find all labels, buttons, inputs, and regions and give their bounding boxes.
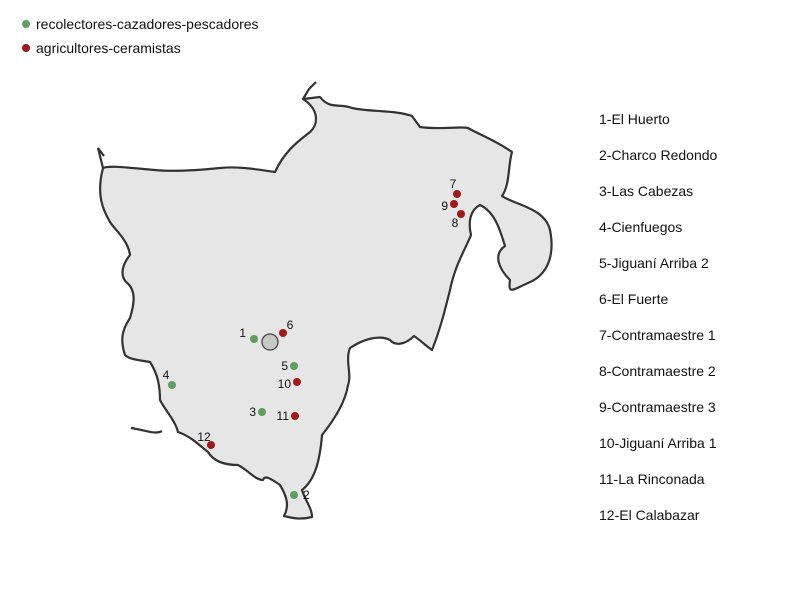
legend-item-hunter-gatherer: recolectores-cazadores-pescadores: [22, 12, 259, 36]
site-label-3: 3: [249, 405, 256, 419]
site-list-item-12: 12-El Calabazar: [599, 507, 700, 523]
site-list-item-7: 7-Contramaestre 1: [599, 327, 716, 343]
site-label-7: 7: [450, 177, 457, 191]
site-list-item-1: 1-El Huerto: [599, 111, 670, 127]
site-list-item-8: 8-Contramaestre 2: [599, 363, 716, 379]
site-marker-2: [290, 491, 298, 499]
site-marker-8: [457, 210, 465, 218]
site-marker-1: [250, 335, 258, 343]
city-marker: [261, 333, 279, 351]
map-legend: recolectores-cazadores-pescadores agricu…: [22, 12, 259, 60]
legend-label-agro-ceramic: agricultores-ceramistas: [36, 40, 181, 56]
site-marker-12: [207, 441, 215, 449]
site-marker-6: [279, 329, 287, 337]
site-list-item-10: 10-Jiguaní Arriba 1: [599, 435, 717, 451]
site-name-list: 1-El Huerto 2-Charco Redondo 3-Las Cabezas…: [599, 110, 717, 542]
site-label-10: 10: [278, 377, 292, 391]
site-marker-4: [168, 381, 176, 389]
site-markers: [168, 190, 465, 499]
site-label-12: 12: [197, 430, 211, 444]
site-list-item-3: 3-Las Cabezas: [599, 183, 694, 199]
legend-label-hunter-gatherer: recolectores-cazadores-pescadores: [36, 16, 259, 32]
site-label-11: 11: [277, 409, 290, 423]
site-label-4: 4: [163, 368, 170, 382]
green-dot-icon: [22, 20, 30, 28]
site-label-2: 2: [303, 488, 310, 502]
region-edge-north: [302, 81, 317, 100]
site-marker-7: [453, 190, 461, 198]
region-edge-southwest: [130, 426, 163, 434]
site-marker-3: [258, 408, 266, 416]
legend-item-agro-ceramic: agricultores-ceramistas: [22, 36, 259, 60]
site-list-item-5: 5-Jiguaní Arriba 2: [599, 255, 709, 271]
region-outline: [99, 95, 553, 520]
site-label-8: 8: [452, 216, 459, 230]
site-label-6: 6: [287, 318, 294, 332]
site-label-5: 5: [281, 359, 288, 373]
site-label-9: 9: [441, 199, 448, 213]
site-marker-11: [291, 412, 299, 420]
site-marker-5: [290, 362, 298, 370]
region-edge-northwest: [96, 147, 105, 169]
site-list-item-11: 11-La Rinconada: [599, 471, 705, 487]
site-label-1: 1: [239, 326, 246, 340]
site-list-item-2: 2-Charco Redondo: [599, 147, 718, 163]
red-dot-icon: [22, 44, 30, 52]
site-list-item-9: 9-Contramaestre 3: [599, 399, 716, 415]
site-marker-9: [450, 200, 458, 208]
site-list-item-4: 4-Cienfuegos: [599, 219, 683, 235]
site-marker-10: [293, 378, 301, 386]
site-list-item-6: 6-El Fuerte: [599, 291, 669, 307]
